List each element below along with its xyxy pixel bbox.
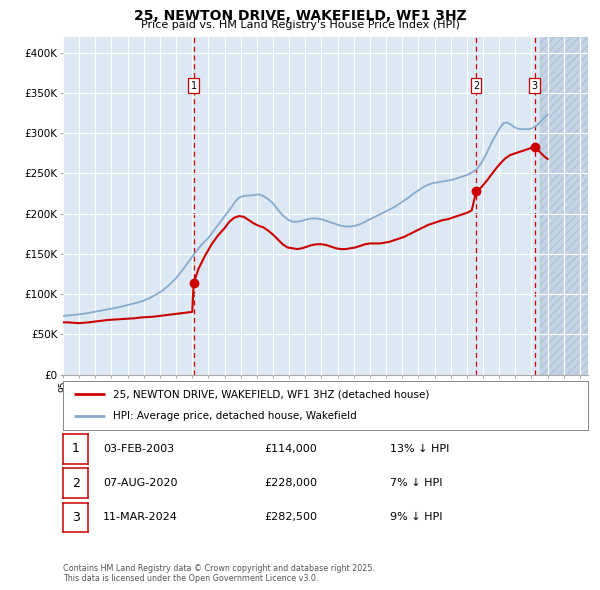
Text: 25, NEWTON DRIVE, WAKEFIELD, WF1 3HZ: 25, NEWTON DRIVE, WAKEFIELD, WF1 3HZ [134,9,466,24]
Text: 3: 3 [71,511,80,524]
Text: £114,000: £114,000 [264,444,317,454]
Bar [539,37,588,375]
Text: HPI: Average price, detached house, Wakefield: HPI: Average price, detached house, Wake… [113,411,356,421]
Text: Contains HM Land Registry data © Crown copyright and database right 2025.
This d: Contains HM Land Registry data © Crown c… [63,563,375,583]
Bar [539,37,588,375]
Text: Price paid vs. HM Land Registry's House Price Index (HPI): Price paid vs. HM Land Registry's House … [140,20,460,30]
Text: 1: 1 [71,442,80,455]
Text: £282,500: £282,500 [264,513,317,522]
Point [189,278,199,287]
Text: 13% ↓ HPI: 13% ↓ HPI [390,444,449,454]
Point [472,186,481,196]
Text: 9% ↓ HPI: 9% ↓ HPI [390,513,443,522]
Point [530,143,539,152]
Text: 7% ↓ HPI: 7% ↓ HPI [390,478,443,488]
Text: 1: 1 [191,81,197,91]
Text: 3: 3 [532,81,538,91]
Text: 03-FEB-2003: 03-FEB-2003 [103,444,175,454]
Text: 11-MAR-2024: 11-MAR-2024 [103,513,178,522]
Text: 2: 2 [473,81,479,91]
Text: £228,000: £228,000 [264,478,317,488]
Text: 07-AUG-2020: 07-AUG-2020 [103,478,178,488]
Text: 2: 2 [71,477,80,490]
Text: 25, NEWTON DRIVE, WAKEFIELD, WF1 3HZ (detached house): 25, NEWTON DRIVE, WAKEFIELD, WF1 3HZ (de… [113,389,429,399]
